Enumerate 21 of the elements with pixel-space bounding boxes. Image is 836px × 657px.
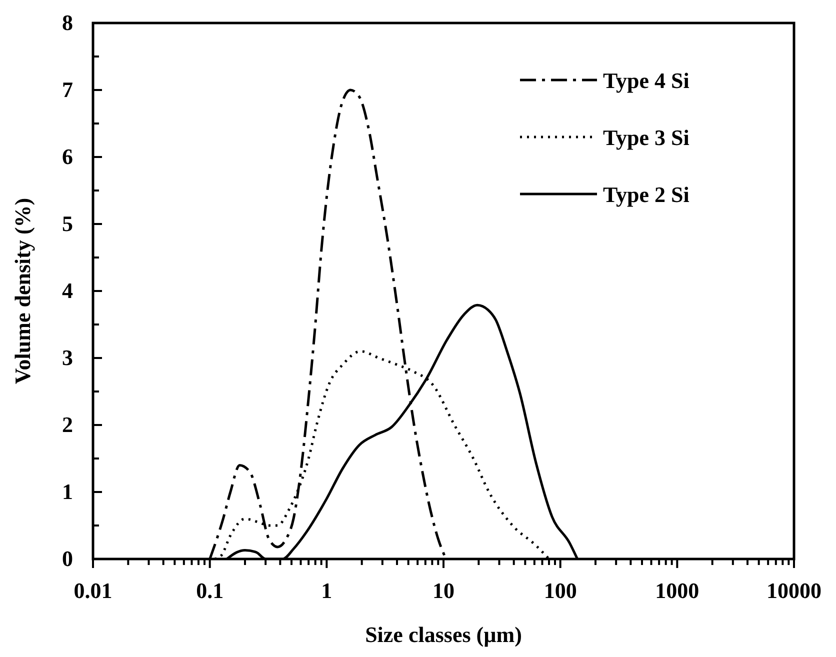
x-tick-label: 100 xyxy=(544,578,577,603)
y-tick-label: 8 xyxy=(62,10,73,35)
y-tick-label: 1 xyxy=(62,479,73,504)
y-tick-label: 6 xyxy=(62,144,73,169)
legend-label: Type 2 Si xyxy=(603,182,690,207)
x-tick-label: 0.1 xyxy=(196,578,224,603)
y-tick-label: 3 xyxy=(62,345,73,370)
y-tick-label: 2 xyxy=(62,412,73,437)
x-tick-label: 1 xyxy=(321,578,332,603)
legend-label: Type 4 Si xyxy=(603,68,690,93)
y-tick-label: 0 xyxy=(62,546,73,571)
x-tick-label: 10 xyxy=(432,578,454,603)
y-tick-label: 5 xyxy=(62,211,73,236)
x-tick-label: 1000 xyxy=(655,578,700,603)
y-tick-label: 4 xyxy=(62,278,73,303)
legend-label: Type 3 Si xyxy=(603,125,690,150)
x-axis-title: Size classes (µm) xyxy=(365,622,522,647)
x-tick-label: 0.01 xyxy=(74,578,112,603)
y-tick-label: 7 xyxy=(62,77,73,102)
x-tick-label: 10000 xyxy=(766,578,822,603)
y-axis-title: Volume density (%) xyxy=(10,198,35,384)
